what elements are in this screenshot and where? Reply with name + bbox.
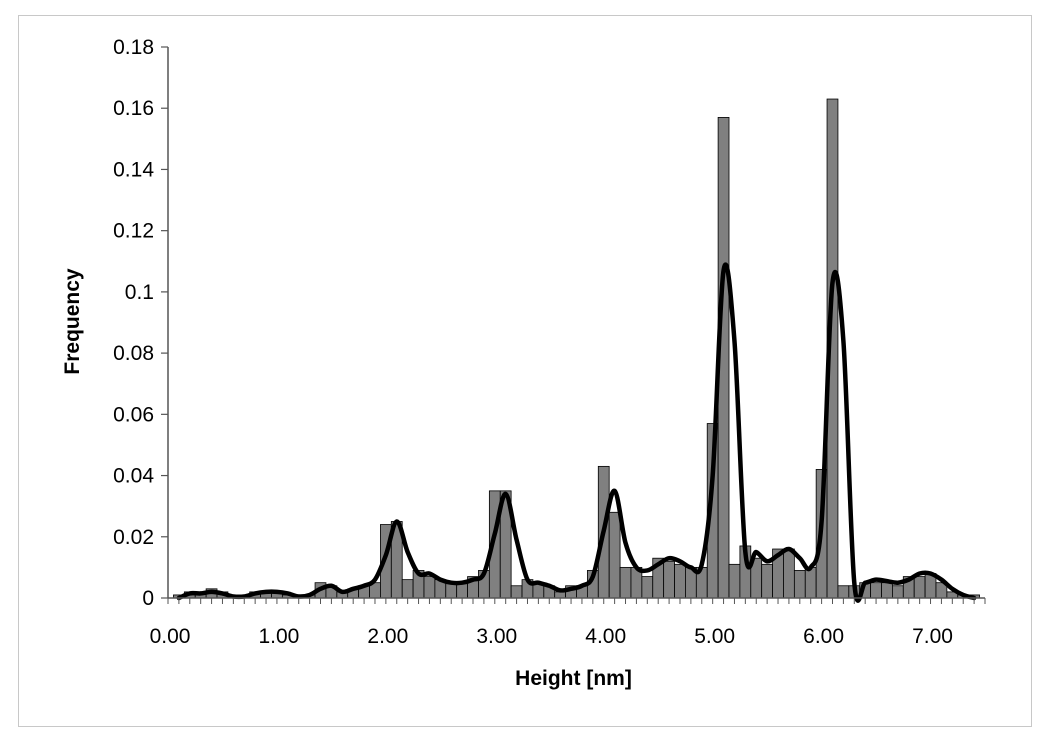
chart-frame: [18, 15, 1032, 727]
y-tick-label: 0: [142, 587, 154, 610]
histogram-bar: [423, 576, 436, 599]
x-tick-label: 5.00: [694, 625, 735, 648]
histogram-bar: [804, 566, 817, 599]
x-tick-label: 0.00: [150, 625, 191, 648]
x-tick-label: 6.00: [803, 625, 844, 648]
smoothed-curve-layer: [176, 262, 977, 603]
y-tick-label: 0.02: [113, 526, 154, 549]
histogram-bar: [554, 591, 567, 599]
histogram-bar: [837, 585, 850, 599]
x-tick-label: 2.00: [367, 625, 408, 648]
y-tick-label: 0.06: [113, 403, 154, 426]
axes: [161, 46, 986, 604]
histogram-bar: [793, 570, 806, 599]
histogram-bar: [728, 563, 741, 599]
histogram-bar: [870, 582, 882, 599]
histogram-bar: [783, 548, 795, 599]
histogram-bar: [892, 585, 904, 599]
y-tick-label: 0.14: [113, 158, 154, 181]
smoothed-curve-line: [176, 262, 977, 603]
histogram-bar: [663, 560, 675, 599]
histogram-bar: [619, 566, 632, 599]
y-axis-title: Frequency: [61, 268, 84, 375]
y-tick-label: 0.12: [113, 220, 154, 243]
histogram-bar: [401, 579, 414, 599]
y-tick-label: 0.18: [113, 36, 154, 59]
histogram-bar: [881, 582, 893, 599]
x-axis-title: Height [nm]: [515, 667, 632, 690]
y-tick-label: 0.1: [125, 281, 154, 304]
tick-labels: 0 0.02 0.04 0.06 0.08 0.1 0.12 0.14 0.16 0.18 0.00…: [113, 36, 953, 648]
x-tick-label: 7.00: [912, 625, 953, 648]
x-tick-label: 3.00: [476, 625, 517, 648]
histogram-bar: [674, 563, 686, 599]
y-tick-label: 0.08: [113, 342, 154, 365]
x-tick-label: 1.00: [258, 625, 299, 648]
histogram-bar: [913, 576, 926, 599]
x-tick-label: 4.00: [585, 625, 626, 648]
histogram-bars: [173, 98, 980, 599]
histogram-bar: [510, 585, 523, 599]
y-tick-label: 0.04: [113, 465, 154, 488]
histogram-bar: [608, 511, 621, 599]
y-tick-label: 0.16: [113, 97, 154, 120]
histogram-bar: [641, 576, 654, 599]
histogram-bar: [761, 563, 773, 599]
